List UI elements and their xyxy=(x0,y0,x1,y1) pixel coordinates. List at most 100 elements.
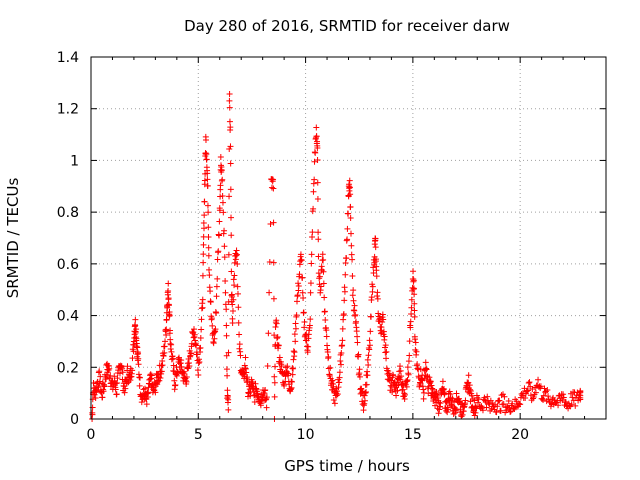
data-point xyxy=(317,283,324,290)
data-point xyxy=(225,396,232,403)
data-point xyxy=(302,332,309,339)
data-point xyxy=(167,340,174,347)
data-point xyxy=(352,311,359,318)
data-point xyxy=(204,176,211,183)
data-point xyxy=(429,385,436,392)
data-point xyxy=(226,118,233,125)
data-point xyxy=(272,363,279,370)
data-point xyxy=(507,408,514,415)
data-point xyxy=(166,312,173,319)
data-point xyxy=(530,394,537,401)
data-point xyxy=(364,372,371,379)
data-point xyxy=(481,394,488,401)
data-point xyxy=(217,182,224,189)
data-point xyxy=(422,359,429,366)
data-point xyxy=(310,188,317,195)
data-point xyxy=(362,390,369,397)
data-point xyxy=(560,391,567,398)
data-point xyxy=(462,397,469,404)
data-point xyxy=(237,352,244,359)
data-point xyxy=(397,363,403,370)
data-point xyxy=(152,389,159,396)
data-point xyxy=(268,184,275,191)
data-point xyxy=(572,402,579,409)
data-point xyxy=(222,289,229,296)
data-point xyxy=(374,295,381,302)
data-point xyxy=(208,315,215,322)
data-point xyxy=(307,280,314,287)
data-point xyxy=(231,259,238,266)
data-point xyxy=(133,326,140,333)
data-point xyxy=(484,393,491,400)
data-point xyxy=(190,334,197,341)
data-point xyxy=(382,342,389,349)
data-point xyxy=(494,398,501,405)
data-point xyxy=(132,316,139,323)
data-point xyxy=(221,243,228,250)
data-point xyxy=(368,313,375,320)
data-point xyxy=(365,362,372,369)
data-point xyxy=(320,280,327,287)
data-point xyxy=(560,394,567,401)
data-point xyxy=(135,361,142,368)
data-point xyxy=(410,277,417,284)
data-point xyxy=(179,369,186,376)
data-point xyxy=(412,339,419,346)
data-point xyxy=(243,369,250,376)
data-point xyxy=(541,385,548,392)
data-point xyxy=(408,310,415,317)
data-point xyxy=(143,401,150,408)
data-point xyxy=(234,283,241,290)
data-point xyxy=(399,386,406,393)
data-point xyxy=(222,277,229,284)
data-point xyxy=(496,397,503,404)
data-point xyxy=(397,367,404,374)
data-point xyxy=(227,124,234,131)
data-point xyxy=(230,276,237,283)
data-point xyxy=(281,382,288,389)
data-point xyxy=(369,288,376,295)
data-point xyxy=(577,392,584,399)
data-point xyxy=(314,179,321,186)
data-point xyxy=(205,234,212,241)
data-point xyxy=(417,380,424,387)
data-point xyxy=(233,251,240,258)
data-point xyxy=(223,322,230,329)
data-point xyxy=(223,366,230,373)
x-tick-label: 10 xyxy=(297,427,315,443)
data-point xyxy=(140,386,147,393)
data-point xyxy=(90,379,97,386)
data-point xyxy=(162,338,169,345)
data-point xyxy=(285,370,292,377)
data-point xyxy=(227,186,234,193)
data-point xyxy=(200,259,207,266)
data-point xyxy=(525,380,532,387)
data-point xyxy=(226,145,233,152)
data-point xyxy=(411,300,418,307)
data-point xyxy=(542,388,549,395)
data-point xyxy=(145,390,152,397)
data-point xyxy=(345,210,352,217)
data-point xyxy=(271,379,278,386)
data-point xyxy=(415,366,422,373)
data-point xyxy=(228,268,235,275)
data-point xyxy=(368,294,375,301)
data-point xyxy=(213,293,220,300)
data-point xyxy=(276,354,283,361)
data-point xyxy=(271,373,278,380)
data-point xyxy=(148,372,155,379)
data-point xyxy=(205,224,212,231)
data-point xyxy=(228,214,235,221)
data-point xyxy=(226,97,233,104)
data-point xyxy=(390,372,397,379)
data-point xyxy=(315,253,322,260)
x-axis-label: GPS time / hours xyxy=(284,457,410,475)
data-point xyxy=(474,394,481,401)
data-point xyxy=(215,248,222,255)
data-point xyxy=(474,399,481,406)
data-point xyxy=(135,350,142,357)
data-point xyxy=(170,362,177,369)
data-point xyxy=(127,377,134,384)
data-point xyxy=(363,388,370,395)
